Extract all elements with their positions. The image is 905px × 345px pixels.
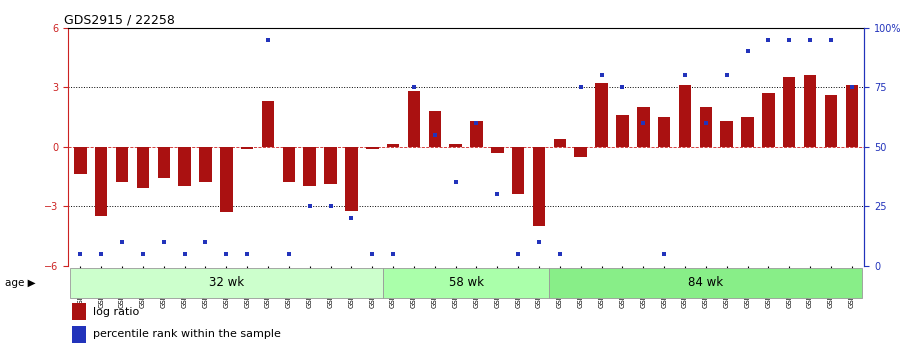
Bar <box>471 121 482 147</box>
Bar <box>658 117 671 147</box>
Bar <box>157 147 170 178</box>
Text: 32 wk: 32 wk <box>209 276 243 289</box>
Bar <box>845 85 858 147</box>
Bar <box>595 83 608 147</box>
Bar <box>199 147 212 182</box>
Bar <box>241 147 253 149</box>
Bar <box>720 121 733 147</box>
Bar <box>366 147 378 149</box>
Bar <box>741 117 754 147</box>
Bar <box>762 93 775 147</box>
Bar <box>220 147 233 212</box>
Bar <box>679 85 691 147</box>
Bar <box>783 77 795 147</box>
Bar <box>429 111 441 147</box>
Bar <box>450 144 462 147</box>
Bar <box>512 147 525 194</box>
Bar <box>95 147 108 216</box>
Bar <box>71 326 86 343</box>
Bar <box>533 147 546 226</box>
Bar <box>178 147 191 186</box>
FancyBboxPatch shape <box>549 268 862 298</box>
Bar <box>804 75 816 147</box>
FancyBboxPatch shape <box>70 268 383 298</box>
Text: log ratio: log ratio <box>93 307 139 317</box>
Text: 58 wk: 58 wk <box>449 276 483 289</box>
Text: percentile rank within the sample: percentile rank within the sample <box>93 329 281 339</box>
Text: GDS2915 / 22258: GDS2915 / 22258 <box>64 13 175 27</box>
Bar <box>824 95 837 147</box>
Bar <box>282 147 295 182</box>
Bar <box>575 147 587 157</box>
Bar <box>116 147 129 182</box>
Bar <box>616 115 629 147</box>
Bar <box>137 147 149 188</box>
Text: 84 wk: 84 wk <box>689 276 723 289</box>
FancyBboxPatch shape <box>383 268 549 298</box>
Bar <box>303 147 316 186</box>
Bar <box>407 91 420 147</box>
Bar <box>491 147 503 152</box>
Bar <box>700 107 712 147</box>
Bar <box>554 139 567 147</box>
Bar <box>324 147 337 184</box>
Bar <box>74 147 87 175</box>
Bar <box>71 303 86 320</box>
Text: age ▶: age ▶ <box>5 278 35 288</box>
Bar <box>637 107 650 147</box>
Bar <box>386 144 399 147</box>
Bar <box>262 101 274 147</box>
Bar <box>345 147 357 211</box>
